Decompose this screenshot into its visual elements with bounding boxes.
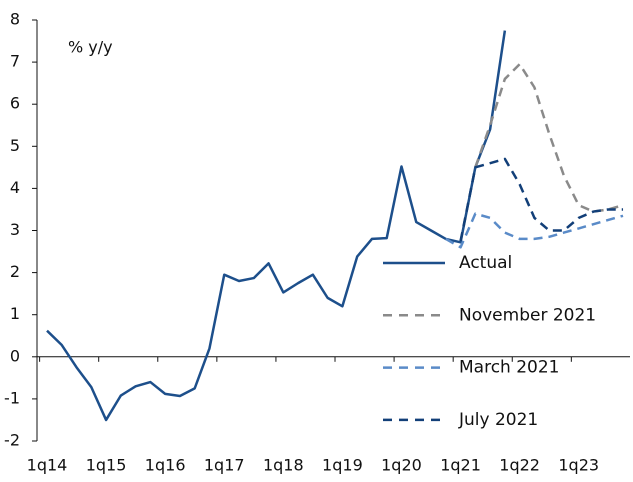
y-tick-label: -1 [4, 388, 20, 407]
x-tick-label: 1q22 [499, 456, 540, 475]
x-tick-label: 1q18 [263, 456, 304, 475]
x-tick-label: 1q21 [440, 456, 481, 475]
y-tick-label: 7 [10, 52, 20, 71]
legend-label: March 2021 [459, 358, 560, 378]
series-line [459, 157, 624, 242]
x-tick-label: 1q15 [86, 456, 127, 475]
x-tick-label: 1q16 [145, 456, 186, 475]
y-tick-label: 0 [10, 346, 20, 365]
y-tick-label: 8 [10, 10, 20, 29]
x-tick-label: 1q19 [322, 456, 363, 475]
y-tick-label: 1 [10, 304, 20, 323]
x-tick-label: 1q20 [381, 456, 422, 475]
y-tick-label: -2 [4, 431, 20, 450]
legend-label: November 2021 [459, 305, 596, 325]
y-tick-label: 3 [10, 220, 20, 239]
series-line [445, 212, 624, 249]
legend-label: Actual [459, 253, 512, 273]
series-line [46, 30, 507, 422]
y-tick-label: 5 [10, 136, 20, 155]
x-tick-label: 1q23 [558, 456, 599, 475]
y-axis-label: % y/y [68, 38, 113, 57]
x-tick-label: 1q17 [204, 456, 245, 475]
y-tick-label: 2 [10, 262, 20, 281]
y-tick-label: 4 [10, 178, 20, 197]
legend-label: July 2021 [458, 410, 538, 430]
x-tick-label: 1q14 [27, 456, 68, 475]
y-tick-label: 6 [10, 94, 20, 113]
